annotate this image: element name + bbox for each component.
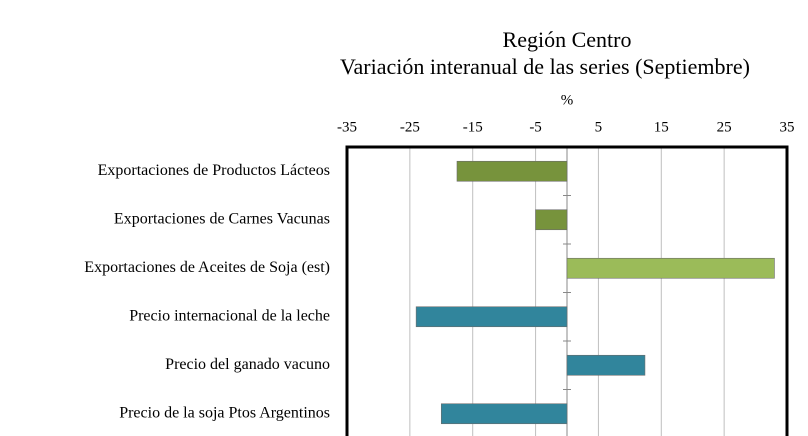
x-tick-label: 25 [717,119,732,135]
y-tick-label: Precio de la soja Ptos Argentinos [119,404,330,421]
y-tick-label: Precio internacional de la leche [129,307,330,324]
bar [566,257,775,279]
y-tick-label: Precio del ganado vacuno [165,356,330,373]
y-tick-label: Exportaciones de Carnes Vacunas [114,210,330,227]
chart-title: Región Centro [503,27,632,52]
x-tick-label: -5 [529,119,542,135]
bar [456,160,568,182]
x-tick-label: -15 [463,119,483,135]
bar [440,403,568,425]
y-tick-label: Exportaciones de Productos Lácteos [98,162,330,179]
x-tick-label: -25 [400,119,420,135]
x-tick-label: 5 [595,119,603,135]
x-axis-label: % [561,92,574,108]
y-tick-label: Exportaciones de Aceites de Soja (est) [84,259,330,276]
x-tick-label: -35 [337,119,357,135]
x-tick-label: 15 [654,119,669,135]
chart-subtitle: Variación interanual de las series (Sept… [340,54,750,79]
bar [535,209,568,231]
bar [566,354,646,376]
bar [415,306,568,328]
x-tick-label: 35 [780,119,795,135]
